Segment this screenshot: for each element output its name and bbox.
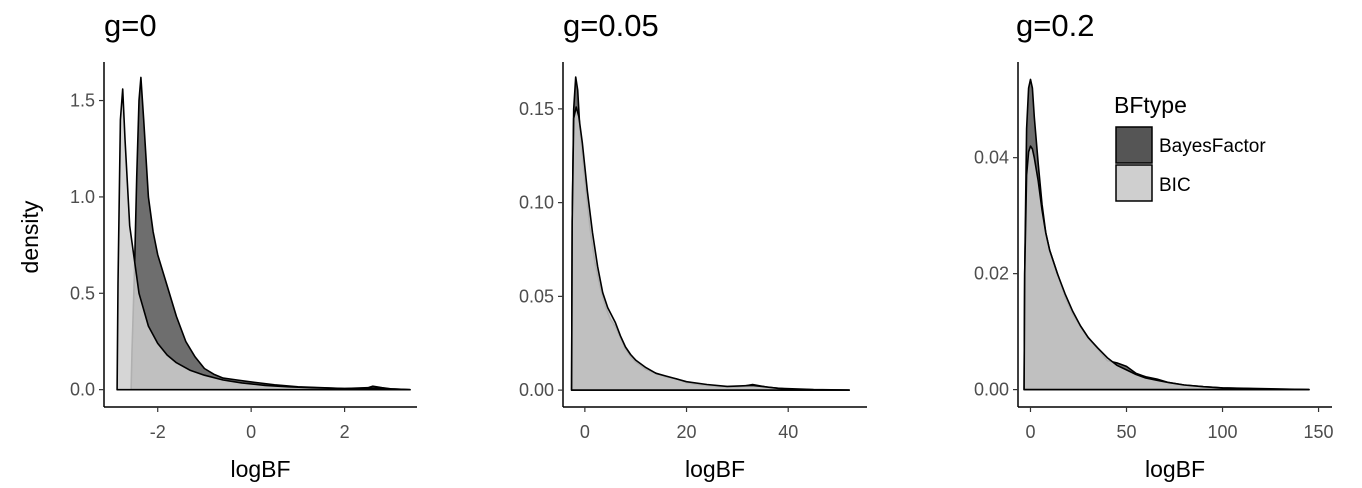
x-tick-label: 20 — [677, 422, 697, 442]
x-tick-label: 0 — [1025, 422, 1035, 442]
y-tick-label: 0.10 — [519, 193, 554, 213]
y-tick-label: 0.02 — [974, 264, 1009, 284]
y-tick-label: 1.5 — [70, 91, 95, 111]
panel-2: g=0.2 0.00 0.02 0.04 0 50 100 150 logBF — [974, 8, 1334, 482]
legend-label-bayesfactor: BayesFactor — [1159, 136, 1266, 157]
legend-label-bic: BIC — [1159, 175, 1191, 196]
panel-1: g=0.05 0.00 0.05 0.10 0.15 0 20 40 logBF — [519, 8, 867, 482]
density-bic — [570, 106, 850, 391]
y-tick-label: 0.04 — [974, 148, 1009, 168]
panel-title: g=0.2 — [1016, 8, 1094, 43]
x-axis-label: logBF — [1145, 456, 1205, 482]
x-tick-label: 150 — [1304, 422, 1334, 442]
x-tick-label: -2 — [150, 422, 166, 442]
x-tick-label: 50 — [1116, 422, 1136, 442]
legend-key-bayesfactor — [1115, 126, 1153, 164]
legend-key-bic — [1115, 164, 1153, 202]
x-axis-label: logBF — [230, 456, 290, 482]
y-tick-label: 0.00 — [519, 380, 554, 400]
x-tick-label: 100 — [1208, 422, 1238, 442]
panel-title: g=0.05 — [563, 8, 659, 43]
panel-0: g=0 0.0 0.5 1.0 1.5 -2 0 2 logBF — [70, 8, 417, 482]
density-bic — [116, 88, 411, 391]
x-axis-label: logBF — [685, 456, 745, 482]
density-bayesfactor — [130, 76, 411, 391]
y-tick-label: 0.0 — [70, 380, 95, 400]
x-tick-label: 0 — [246, 422, 256, 442]
y-tick-label: 0.05 — [519, 286, 554, 306]
x-tick-label: 40 — [778, 422, 798, 442]
y-tick-label: 1.0 — [70, 187, 95, 207]
density-bic — [1023, 145, 1310, 391]
legend: BFtype BayesFactor BIC — [1114, 92, 1266, 202]
y-axis-label: density — [17, 200, 43, 273]
x-tick-label: 2 — [340, 422, 350, 442]
y-tick-label: 0.5 — [70, 283, 95, 303]
y-tick-label: 0.15 — [519, 99, 554, 119]
legend-title: BFtype — [1114, 92, 1187, 118]
y-tick-label: 0.00 — [974, 380, 1009, 400]
panel-title: g=0 — [104, 8, 157, 43]
x-tick-label: 0 — [580, 422, 590, 442]
